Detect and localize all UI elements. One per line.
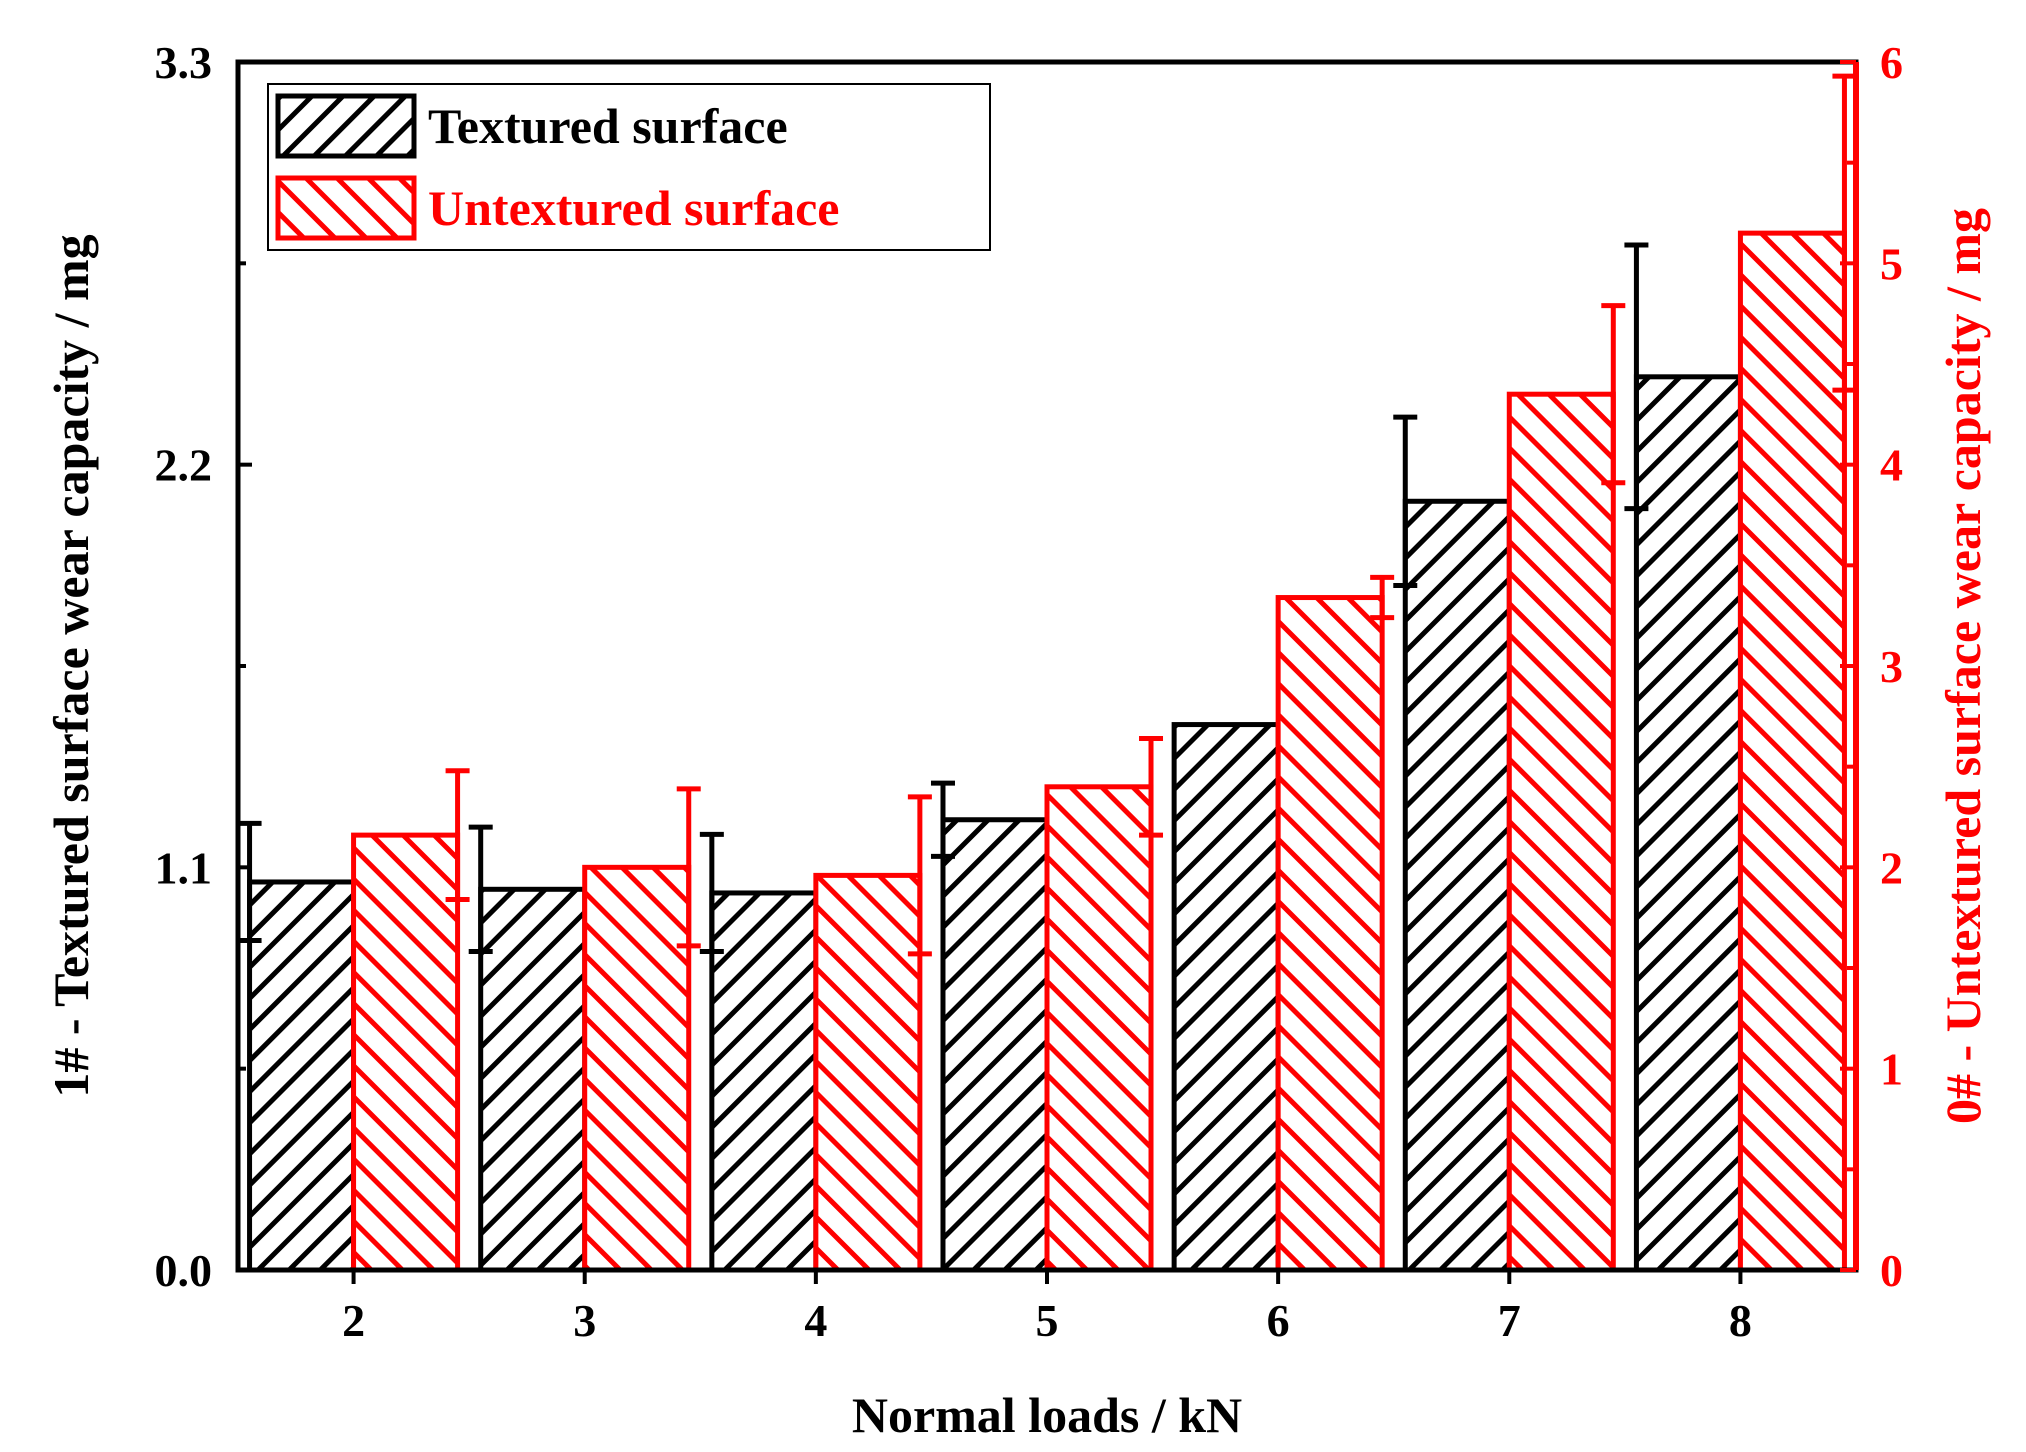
bar-untextured-6 <box>1275 595 1385 1273</box>
error-bars-layer <box>237 73 1857 957</box>
legend-label-textured: Textured surface <box>428 98 788 154</box>
left-tick-label: 2.2 <box>155 440 213 491</box>
bar-untextured-8 <box>1737 230 1847 1273</box>
error-bar-untextured-2 <box>445 768 470 903</box>
bar-textured-3 <box>478 886 588 1273</box>
x-axis: 2 3 4 5 6 7 8 <box>342 1270 1752 1346</box>
bars-layer <box>247 230 1847 1273</box>
right-tick-label: 0 <box>1880 1245 1903 1296</box>
legend-label-untextured: Untextured surface <box>428 180 840 236</box>
left-tick-label: 0.0 <box>155 1245 213 1296</box>
error-bar-textured-2 <box>237 820 262 944</box>
legend: Textured surface Untextured surface <box>267 83 991 251</box>
x-tick-label: 8 <box>1729 1295 1752 1346</box>
left-tick-label: 1.1 <box>155 842 213 893</box>
left-tick-label: 3.3 <box>155 37 213 88</box>
error-bar-untextured-3 <box>676 786 701 949</box>
error-bar-textured-3 <box>468 824 493 955</box>
bar-untextured-7 <box>1506 391 1616 1273</box>
error-bar-textured-8 <box>1624 242 1649 512</box>
error-bar-untextured-8 <box>1832 73 1857 393</box>
error-bar-untextured-5 <box>1139 735 1164 838</box>
x-tick-label: 7 <box>1498 1295 1521 1346</box>
legend-swatch-textured <box>275 93 417 159</box>
error-bar-textured-5 <box>930 780 955 859</box>
x-tick-label: 2 <box>342 1295 365 1346</box>
error-bar-textured-4 <box>699 831 724 955</box>
error-bar-untextured-7 <box>1601 303 1626 486</box>
x-tick-label: 5 <box>1036 1295 1059 1346</box>
x-tick-label: 4 <box>804 1295 827 1346</box>
left-axis-title: 1# - Textured surface wear capacity / mg <box>43 234 99 1097</box>
bar-textured-5 <box>940 817 1050 1273</box>
bar-textured-8 <box>1633 374 1743 1273</box>
right-axis: 0 1 2 3 4 5 6 <box>1840 37 1903 1296</box>
bar-textured-7 <box>1402 498 1512 1273</box>
error-bar-untextured-6 <box>1370 574 1395 621</box>
right-tick-label: 3 <box>1880 641 1903 692</box>
right-axis-title: 0# - Untextured surface wear capacity / … <box>1935 208 1991 1124</box>
bar-untextured-2 <box>351 832 461 1273</box>
left-axis: 0.0 1.1 2.2 3.3 <box>155 37 252 1296</box>
legend-swatch-untextured <box>275 175 417 241</box>
bar-textured-4 <box>709 890 819 1273</box>
bar-untextured-5 <box>1044 784 1154 1273</box>
bar-untextured-4 <box>813 872 923 1273</box>
error-bar-untextured-4 <box>907 794 932 957</box>
right-tick-label: 5 <box>1880 238 1903 289</box>
right-tick-label: 1 <box>1880 1044 1903 1095</box>
bar-untextured-3 <box>582 864 692 1273</box>
x-axis-title: Normal loads / kN <box>852 1387 1242 1443</box>
error-bar-textured-7 <box>1393 414 1418 588</box>
right-tick-label: 4 <box>1880 440 1903 491</box>
bar-textured-6 <box>1171 722 1281 1273</box>
bar-textured-2 <box>247 879 357 1273</box>
x-tick-label: 3 <box>573 1295 596 1346</box>
right-tick-label: 2 <box>1880 842 1903 893</box>
x-tick-label: 6 <box>1267 1295 1290 1346</box>
right-tick-label: 6 <box>1880 37 1903 88</box>
